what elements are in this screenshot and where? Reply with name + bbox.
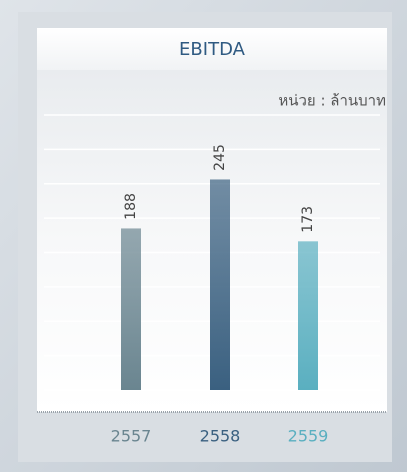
bar: [121, 228, 141, 390]
value-label: 188: [123, 193, 139, 220]
value-label: 173: [300, 206, 316, 233]
title-box: [37, 28, 387, 70]
value-label: 245: [212, 144, 228, 171]
bar: [298, 241, 318, 390]
chart-title: EBITDA: [179, 39, 246, 60]
bar: [210, 179, 230, 390]
x-tick-label: 2559: [288, 427, 329, 446]
x-tick-label: 2558: [200, 427, 241, 446]
unit-label: หน่วย : ล้านบาท: [278, 92, 386, 110]
x-tick-label: 2557: [111, 427, 152, 446]
